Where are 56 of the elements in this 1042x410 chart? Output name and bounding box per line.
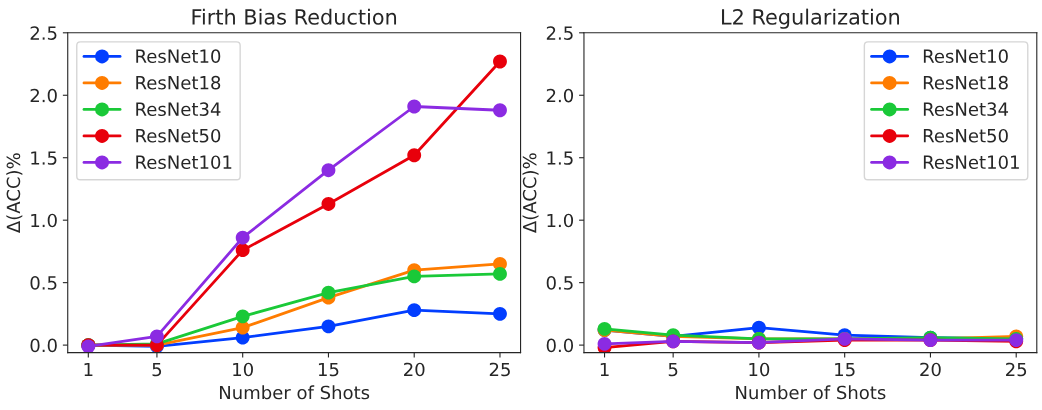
point	[321, 163, 336, 178]
point	[493, 103, 507, 118]
legend-label: ResNet50	[923, 128, 1008, 143]
x-tick-label: 5	[152, 362, 162, 377]
y-tick-label: 1.0	[547, 213, 574, 228]
legend-label: ResNet101	[136, 155, 232, 170]
x-tick-label: 10	[233, 362, 253, 377]
point	[493, 306, 507, 321]
x-tick-label: 15	[318, 362, 339, 377]
x-tick-label: 20	[920, 362, 941, 377]
x-tick-label: 20	[404, 362, 425, 377]
legend-label: ResNet18	[923, 75, 1008, 90]
x-axis-title: Number of Shots	[219, 385, 370, 400]
y-tick-label: 1.0	[31, 213, 57, 228]
point	[235, 230, 250, 245]
y-tick-label: 0.0	[30, 338, 57, 353]
point	[149, 329, 164, 344]
y-tick-label: 0.5	[546, 276, 573, 290]
y-tick-label: 2.5	[546, 26, 573, 40]
point	[407, 303, 422, 318]
point	[407, 148, 422, 163]
legend-label: ResNet10	[923, 49, 1008, 64]
legend-label: ResNet50	[136, 128, 221, 143]
y-tick-label: 0.5	[30, 276, 57, 290]
y-tick-label: 1.5	[31, 151, 57, 165]
point	[407, 269, 422, 284]
y-axis-title: Δ(ACC)%	[6, 153, 23, 233]
point	[407, 99, 422, 114]
x-tick-label: 1	[600, 362, 609, 377]
legend-label: ResNet10	[136, 49, 221, 64]
y-tick-label: 2.0	[30, 88, 57, 103]
point	[493, 266, 507, 281]
x-tick-label: 15	[835, 362, 855, 377]
legend-label: ResNet34	[923, 102, 1009, 117]
point	[493, 54, 507, 69]
x-tick-label: 25	[1006, 362, 1027, 377]
x-tick-label: 1	[84, 362, 93, 377]
x-tick-label: 10	[749, 362, 770, 377]
y-tick-label: 1.5	[547, 151, 573, 165]
point	[321, 197, 336, 211]
y-tick-label: 2.5	[30, 26, 57, 40]
y-tick-label: 0.0	[546, 338, 574, 353]
chart-title: L2 Regularization	[722, 8, 899, 29]
chart-title: Firth Bias Reduction	[192, 8, 397, 25]
point	[321, 319, 336, 334]
point	[321, 285, 336, 300]
y-axis-title: Δ(ACC)%	[522, 153, 539, 233]
point	[235, 309, 250, 324]
x-axis-title: Number of Shots	[736, 385, 886, 400]
point	[235, 243, 250, 258]
legend-label: ResNet101	[923, 155, 1019, 170]
x-tick-label: 25	[489, 362, 510, 377]
legend-label: ResNet34	[136, 102, 221, 117]
legend-label: ResNet18	[136, 75, 221, 90]
y-tick-label: 2.0	[546, 88, 574, 103]
x-tick-label: 5	[668, 362, 678, 377]
